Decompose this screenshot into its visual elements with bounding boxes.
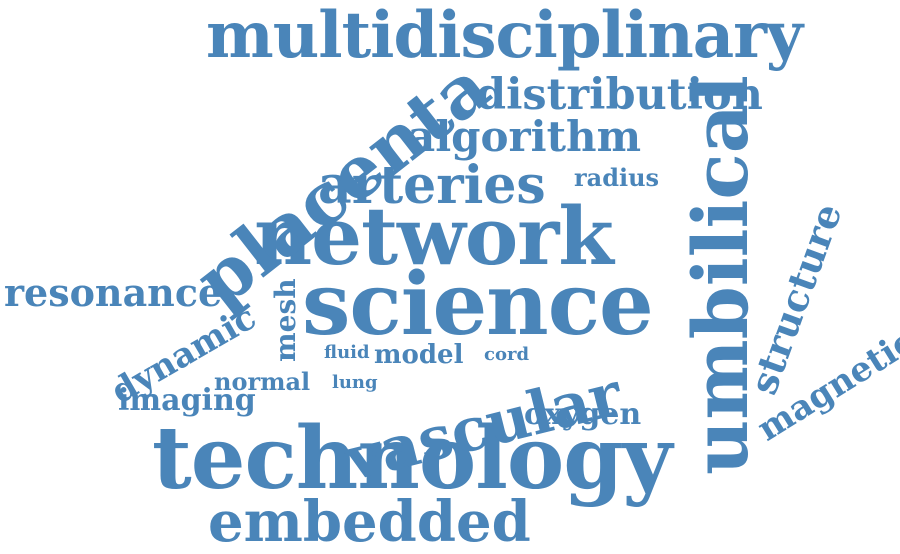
word-science: science (302, 254, 654, 355)
word-fluid: fluid (324, 342, 370, 363)
word-distribution: distribution (476, 70, 763, 120)
word-normal: normal (214, 367, 311, 396)
word-imaging: imaging (118, 383, 256, 418)
word-model: model (374, 340, 464, 370)
word-lung: lung (332, 372, 378, 393)
word-resonance: resonance (4, 270, 223, 315)
word-oxygen: oxygen (524, 397, 642, 432)
word-umbilical: umbilical (676, 75, 765, 475)
word-technology: technology (152, 408, 672, 509)
word-network: network (254, 189, 614, 283)
word-cord: cord (484, 344, 530, 365)
word-embedded: embedded (208, 489, 531, 554)
word-mesh: mesh (269, 278, 302, 362)
word-arteries: arteries (318, 155, 546, 216)
word-multidisciplinary: multidisciplinary (206, 0, 803, 73)
word-algorithm: algorithm (408, 112, 642, 161)
word-radius: radius (574, 163, 660, 192)
